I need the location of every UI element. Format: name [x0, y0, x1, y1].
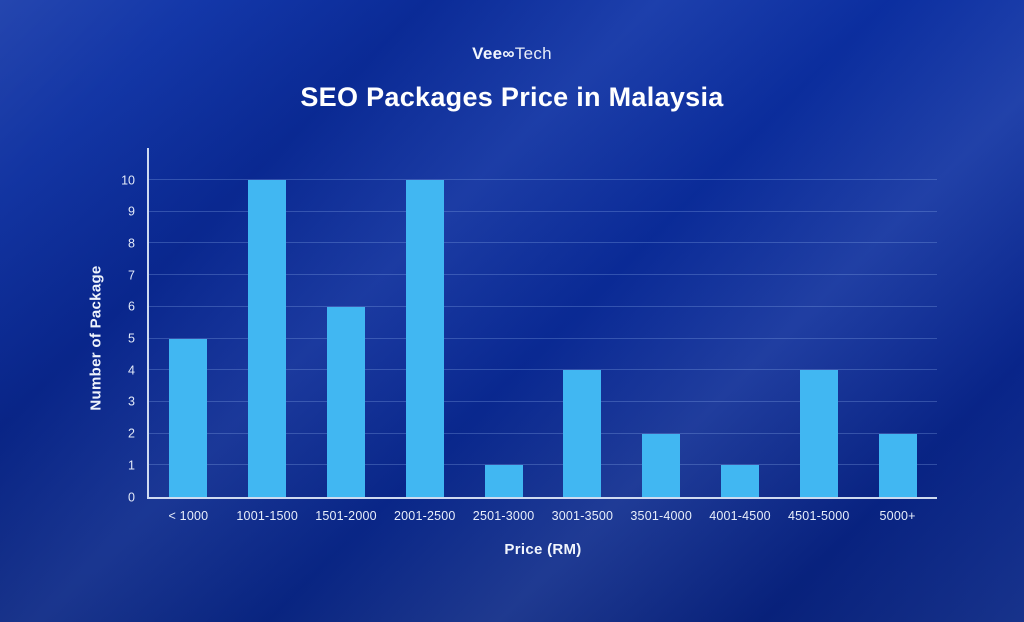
bar-slot — [228, 180, 307, 497]
gridline — [149, 305, 937, 307]
gridline — [149, 369, 937, 371]
bar-slot — [464, 180, 543, 497]
plot-area: 0 1 2 3 4 5 6 7 8 9 10 < 1000 1001-1500 1501-2000 200… — [121, 148, 937, 558]
bar-slot — [149, 180, 228, 497]
grid-layer — [149, 179, 937, 497]
bar — [484, 465, 523, 497]
y-tick-label: 3 — [128, 394, 135, 409]
x-tick-label: 2001-2500 — [394, 509, 456, 523]
bar-slot — [858, 180, 937, 497]
bar — [169, 338, 208, 497]
brand-name-light: Tech — [514, 44, 552, 63]
y-tick-label: 1 — [128, 458, 135, 473]
gridline — [149, 400, 937, 402]
bar — [405, 180, 444, 497]
x-tick-label: 1001-1500 — [236, 509, 298, 523]
y-tick-label: 7 — [128, 267, 135, 282]
bar-slot — [622, 180, 701, 497]
y-tick-label: 10 — [121, 172, 135, 187]
bar — [563, 370, 602, 497]
bar — [248, 180, 287, 497]
x-tick-label: 2501-3000 — [472, 509, 535, 523]
bar-slot — [543, 180, 622, 497]
x-tick-labels: < 1000 1001-1500 1501-2000 2001-2500 2501-30… — [149, 509, 937, 523]
bar — [878, 433, 917, 497]
x-tick-label: 3001-3500 — [551, 509, 614, 523]
brand-name-bold: Vee∞ — [472, 44, 515, 63]
y-tick-label: 9 — [128, 204, 135, 219]
bar — [642, 433, 681, 497]
y-tick-label: 2 — [128, 426, 135, 441]
bars-layer — [149, 180, 937, 497]
gridline — [149, 210, 937, 212]
bar — [326, 306, 365, 497]
bar-slot — [701, 180, 780, 497]
x-tick-label: 5000+ — [879, 509, 916, 523]
x-tick-label: 4001-4500 — [709, 509, 771, 523]
y-tick-label: 4 — [128, 362, 135, 377]
gridline — [149, 464, 937, 466]
y-tick-label: 5 — [128, 331, 135, 346]
x-tick-label: 4501-5000 — [787, 509, 850, 523]
bar — [799, 370, 838, 497]
gridline — [149, 179, 937, 180]
gridline — [149, 337, 937, 339]
gridline — [149, 274, 937, 276]
data-area: 0 1 2 3 4 5 6 7 8 9 10 — [121, 174, 937, 503]
bar-slot — [385, 180, 464, 497]
y-tick-label: 6 — [128, 299, 135, 314]
brand-logo: Vee∞Tech — [0, 44, 1024, 64]
bar-slot — [779, 180, 858, 497]
gridline — [149, 242, 937, 244]
x-tick-label: 1501-2000 — [315, 509, 377, 523]
bar — [720, 465, 759, 497]
gridline — [149, 432, 937, 434]
y-tick-label: 8 — [128, 236, 135, 251]
y-axis-title: Number of Package — [87, 265, 105, 411]
y-tick-label: 0 — [128, 489, 135, 504]
x-axis-title: Price (RM) — [504, 541, 582, 558]
chart-title: SEO Packages Price in Malaysia — [300, 82, 724, 112]
x-tick-label: < 1000 — [168, 509, 209, 523]
bar-slot — [307, 180, 386, 497]
x-tick-label: 3501-4000 — [630, 509, 692, 523]
